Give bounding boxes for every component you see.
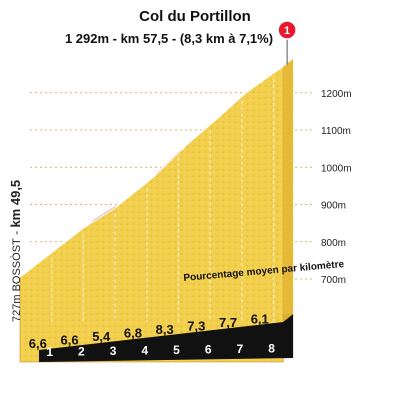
gradient-label: 5,4	[92, 329, 111, 344]
start-label: 727m BOSSÒST - km 49,5	[8, 179, 23, 322]
km-label: 5	[173, 343, 180, 357]
profile-edge	[19, 65, 284, 278]
km-bar	[39, 314, 294, 362]
profile-back-face	[30, 58, 294, 315]
marker-label: 1	[284, 25, 290, 37]
ytick-label: 900m	[321, 201, 346, 212]
km-label: 7	[237, 342, 244, 356]
km-label: 6	[205, 343, 212, 357]
km-axis-bar	[39, 314, 294, 362]
profile-area	[19, 58, 294, 363]
gradient-label: 6,8	[124, 326, 142, 341]
gradient-label: 8,3	[156, 322, 174, 337]
km-label: 4	[141, 344, 148, 358]
ytick-label: 1000m	[321, 163, 352, 174]
chart-title: Col du Portillon	[139, 8, 251, 25]
gradient-band	[19, 58, 294, 278]
km-label: 3	[110, 344, 117, 358]
ytick-label: 1200m	[321, 89, 352, 100]
km-dividers	[51, 78, 275, 322]
gradient-label: 6,6	[61, 333, 79, 348]
km-label: 8	[268, 342, 275, 356]
ytick-label: 1100m	[321, 126, 351, 137]
gradient-label: 6,1	[251, 312, 269, 327]
chart-subtitle: 1 292m - km 57,5 - (8,3 km à 7,1%)	[64, 31, 274, 46]
start-km: km 49,5	[8, 179, 23, 228]
gradient-label: 7,3	[187, 319, 205, 334]
marker-circle	[277, 20, 297, 40]
start-elevation: 727m BOSSÒST	[11, 238, 23, 322]
ytick-label: 800m	[321, 238, 346, 249]
label-layer: 700m 800m 900m 1000m 1100m 1200m 6,6 6,6 5,4 6,8 8…	[29, 89, 352, 359]
summit-marker: 1	[277, 20, 297, 65]
gradient-label: 7,7	[219, 315, 237, 330]
gradient-label: 6,6	[29, 336, 47, 351]
km-label: 1	[46, 345, 53, 359]
km-label: 2	[78, 345, 85, 359]
ytick-label: 700m	[321, 275, 346, 286]
